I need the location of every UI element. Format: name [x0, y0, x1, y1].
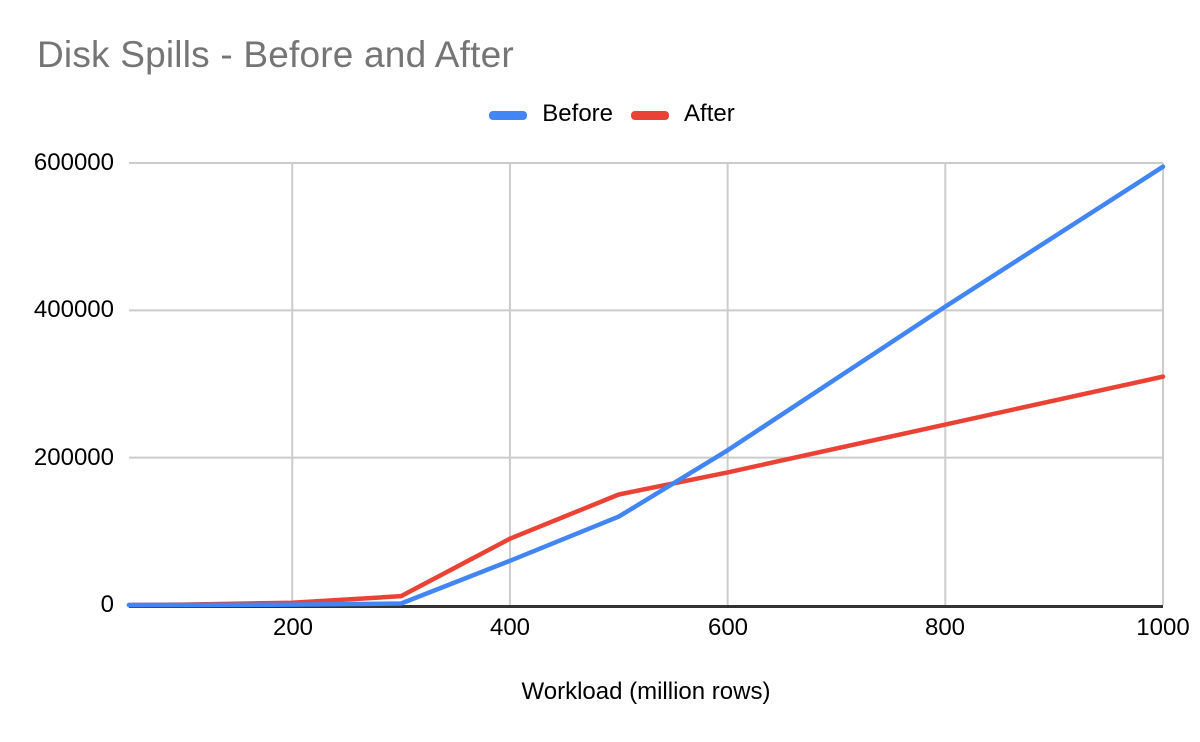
y-tick-label-0: 0	[100, 591, 114, 618]
x-tick-label-200: 200	[272, 614, 314, 641]
y-tick-label-400000: 400000	[33, 296, 114, 323]
chart-legend: Before After	[0, 100, 1200, 128]
legend-label-before: Before	[542, 100, 614, 127]
x-axis-title: Workload (million rows)	[521, 678, 771, 705]
before-series-swatch	[489, 110, 528, 120]
legend-item-before: Before	[489, 100, 613, 128]
legend-item-after: After	[631, 100, 735, 128]
y-tick-label-200000: 200000	[33, 444, 114, 471]
x-tick-label-800: 800	[924, 614, 966, 641]
legend-label-after: After	[684, 100, 735, 127]
x-tick-label-600: 600	[707, 614, 749, 641]
x-tick-label-1000: 1000	[1136, 614, 1190, 641]
chart-title: Disk Spills - Before and After	[37, 34, 514, 75]
x-tick-label-400: 400	[489, 614, 531, 641]
after-series-swatch	[631, 110, 670, 120]
y-tick-label-600000: 600000	[33, 149, 114, 176]
